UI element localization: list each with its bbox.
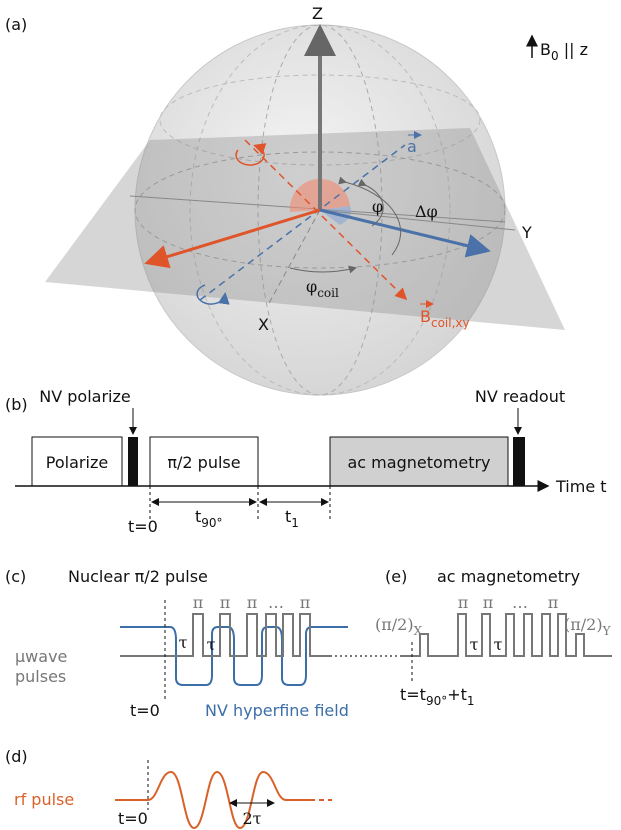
period-label: 2τ — [242, 809, 261, 828]
panel-b: (b) NV polarize NV readout Polarize π/2 … — [5, 387, 607, 536]
base: B — [540, 40, 551, 59]
plus: +t — [447, 685, 467, 704]
tau-label: τ — [494, 635, 503, 654]
pulse-label: π — [220, 593, 231, 612]
base: B — [420, 307, 431, 326]
pulse-label: π — [193, 593, 204, 612]
sub: 1 — [291, 516, 299, 530]
sub: Y — [602, 624, 612, 638]
axis-label: Z — [312, 4, 323, 23]
angle-label: Δφ — [415, 202, 438, 221]
time-label: t=0 — [130, 701, 160, 720]
annotation: NV polarize — [39, 387, 130, 406]
time-label: t=0 — [118, 809, 148, 828]
panel-label: (c) — [5, 567, 26, 586]
figure: (a) Z Y X a φ Δφ φcoil Bcoil,xy B0 || z … — [0, 0, 621, 830]
annotation: NV readout — [475, 387, 565, 406]
trace-label: pulses — [15, 667, 66, 686]
sub: X — [414, 624, 423, 638]
sub: coil,xy — [431, 316, 470, 330]
panel-label: (e) — [385, 567, 407, 586]
pulse-label: π — [548, 593, 559, 612]
pulse-label: (π/2)X — [375, 615, 423, 638]
axis-label: X — [258, 315, 269, 334]
trace-label: μwave — [15, 647, 67, 666]
panel-label: (d) — [5, 747, 28, 766]
pulse-label: π — [458, 593, 469, 612]
time-label: t90° — [195, 507, 223, 530]
box-label: ac magnetometry — [347, 453, 490, 472]
sub: 90° — [426, 694, 447, 708]
sub: coil — [317, 286, 339, 300]
vector-label: a — [407, 137, 417, 156]
trace-label: rf pulse — [14, 790, 74, 809]
box-label: π/2 pulse — [167, 453, 240, 472]
time-label: t1 — [285, 507, 299, 530]
pulse-label: … — [512, 593, 528, 612]
laser-pulse — [513, 437, 525, 486]
panel-title: Nuclear π/2 pulse — [68, 567, 208, 586]
time-label: t=t90°+t1 — [400, 685, 475, 708]
laser-pulse — [128, 437, 138, 486]
base: (π/2) — [375, 615, 414, 634]
base: φ — [306, 277, 317, 296]
base: t=t — [400, 685, 426, 704]
sub: 90° — [201, 516, 222, 530]
pulse-label: … — [268, 593, 284, 612]
field-label: NV hyperfine field — [205, 701, 349, 720]
base: (π/2) — [564, 615, 603, 634]
tau-label: τ — [470, 635, 479, 654]
b0-label: B0 || z — [540, 40, 588, 63]
pulse-label: π — [300, 593, 311, 612]
pulse-label: (π/2)Y — [564, 615, 612, 638]
pulse-label: π — [483, 593, 494, 612]
panel-title: ac magnetometry — [437, 567, 580, 586]
box-label: Polarize — [46, 453, 108, 472]
panel-label: (b) — [5, 395, 28, 414]
angle-label: φ — [372, 197, 383, 216]
axis-label: Time t — [555, 477, 607, 496]
tau-label: τ — [179, 633, 188, 652]
panel-e: (e) ac magnetometry (π/2)X (π/2)Y π π … … — [375, 567, 612, 708]
axis-label: Y — [521, 223, 532, 242]
uwave-pulses — [120, 614, 330, 656]
time-label: t=0 — [128, 517, 158, 536]
panel-label: (a) — [5, 15, 27, 34]
pulse-label: π — [247, 593, 258, 612]
panel-d: (d) rf pulse t=0 2τ — [5, 747, 332, 828]
sub: 1 — [467, 694, 475, 708]
panel-c: (c) Nuclear π/2 pulse μwave pulses π π π… — [5, 567, 402, 720]
sub: 0 — [551, 49, 559, 63]
tau-label: τ — [207, 635, 216, 654]
rest: || z — [559, 40, 588, 59]
panel-a: (a) Z Y X a φ Δφ φcoil Bcoil,xy B0 || z — [5, 4, 588, 395]
